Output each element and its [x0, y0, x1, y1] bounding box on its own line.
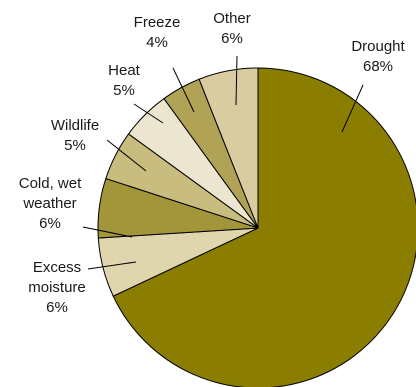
- pie-slice-other: [198, 67, 259, 229]
- slice-label-wildlife: Wildlife 5%: [51, 117, 99, 154]
- pie-slice-drought: [112, 67, 416, 387]
- slice-name-label: weather: [22, 195, 76, 212]
- slice-labels: Drought 68% Excess moisture 6% Cold, wet weath…: [19, 10, 406, 316]
- slice-label-excess-moisture: Excess moisture 6%: [28, 259, 86, 316]
- slice-label-other: Other 6%: [213, 10, 251, 47]
- leader-line-freeze: [172, 67, 195, 113]
- slice-name-label: Heat: [108, 62, 141, 79]
- slice-value-label: 6%: [46, 299, 68, 316]
- leader-line-drought: [341, 84, 364, 133]
- slice-name-label: Wildlife: [51, 117, 99, 134]
- slice-name-label: Drought: [351, 38, 405, 55]
- slice-label-heat: Heat 5%: [108, 62, 141, 99]
- leader-line-heat: [133, 103, 164, 124]
- slice-value-label: 5%: [113, 82, 135, 99]
- slice-name-label: Freeze: [134, 14, 181, 31]
- slice-name-label: Other: [213, 10, 251, 27]
- slice-value-label: 4%: [146, 34, 168, 51]
- leader-line-excess-moisture: [87, 261, 137, 270]
- slice-label-freeze: Freeze 4%: [134, 14, 181, 51]
- pie-slices: [97, 67, 416, 387]
- slice-value-label: 6%: [39, 215, 61, 232]
- slice-value-label: 68%: [363, 58, 393, 75]
- slice-name-label: Excess: [33, 259, 81, 276]
- slice-label-drought: Drought 68%: [351, 38, 405, 75]
- slice-name-label: moisture: [28, 279, 86, 296]
- leader-lines: [82, 55, 364, 270]
- leader-line-wildlife: [106, 139, 147, 172]
- leader-line-other: [235, 55, 238, 106]
- slice-value-label: 6%: [221, 30, 243, 47]
- leader-line-cold-wet-weather: [82, 226, 133, 238]
- slice-label-cold-wet-weather: Cold, wet weather 6%: [19, 175, 82, 232]
- slice-value-label: 5%: [64, 137, 86, 154]
- slice-name-label: Cold, wet: [19, 175, 82, 192]
